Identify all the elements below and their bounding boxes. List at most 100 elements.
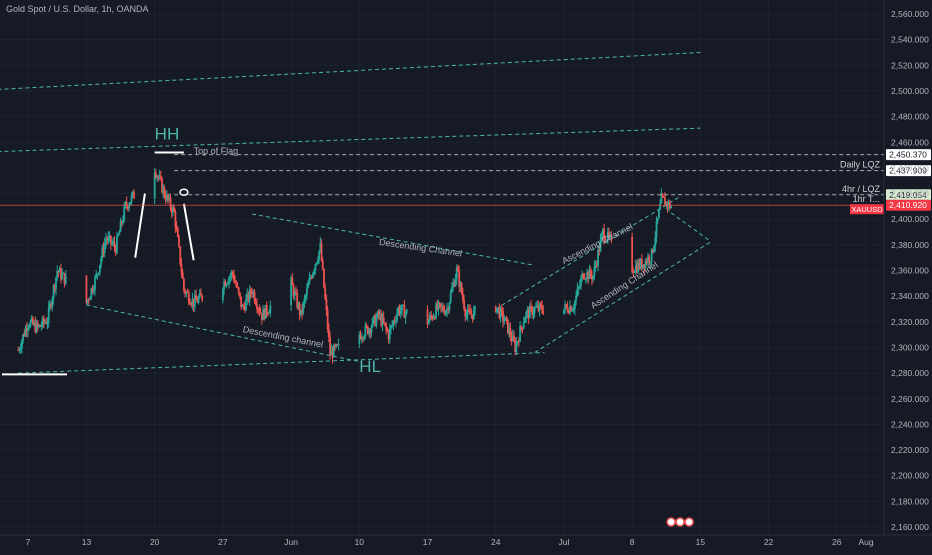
candle-body — [382, 317, 385, 323]
candle-body — [375, 317, 378, 326]
candle-body — [165, 194, 168, 201]
candle-body — [335, 344, 338, 347]
candle-body — [51, 298, 54, 308]
price-tick-label: 2,380.000 — [891, 240, 929, 250]
candle-body — [299, 309, 302, 315]
candle-body — [100, 258, 102, 265]
price-tag — [886, 189, 931, 201]
candle-body — [113, 241, 116, 248]
candle-body — [226, 283, 229, 285]
candle-body — [587, 271, 590, 280]
annotation-label: Descending channel — [242, 324, 324, 349]
candle-body — [153, 172, 156, 199]
candle-body — [536, 305, 539, 307]
candle-body — [606, 231, 609, 241]
candle-body — [243, 306, 246, 311]
price-tick-label: 2,260.000 — [891, 394, 929, 404]
candle-body — [502, 310, 504, 322]
candle-body — [118, 231, 121, 235]
candle-body — [176, 228, 179, 237]
candle-body — [474, 306, 476, 310]
candle-body — [114, 247, 117, 254]
candle-body — [96, 273, 99, 275]
candle-body — [436, 304, 439, 310]
candle-body — [466, 309, 469, 316]
candle-body — [432, 316, 435, 319]
time-tick-label: 27 — [218, 537, 228, 547]
candle-body — [159, 175, 162, 179]
candle-body — [464, 308, 467, 316]
candle-body — [460, 283, 463, 294]
candle-body — [598, 249, 601, 252]
candle-body — [605, 240, 608, 242]
candle-body — [651, 249, 654, 253]
candle-body — [370, 326, 373, 333]
candle-body — [64, 275, 67, 284]
candle-body — [27, 326, 29, 332]
candle-body — [156, 176, 159, 178]
candle-body — [189, 302, 191, 305]
candle-body — [133, 191, 135, 199]
candle-body — [303, 298, 306, 303]
symbol-tag-text: XAUUSD — [851, 205, 883, 214]
time-tick-label: Jul — [558, 537, 569, 547]
candle-body — [193, 295, 196, 307]
candle-body — [398, 307, 401, 314]
price-tick-label: 2,460.000 — [891, 137, 929, 147]
candle-body — [608, 231, 610, 237]
candle-body — [298, 303, 301, 315]
candle-body — [500, 307, 503, 311]
candle-body — [387, 331, 390, 340]
candle-body — [236, 286, 239, 288]
time-axis[interactable]: 7 13 20 27 Jun 10 17 24 Jul 8 15 22 26 Aug — [0, 517, 932, 547]
candle-body — [230, 272, 233, 277]
candle-body — [438, 302, 441, 304]
candle-body — [120, 221, 123, 224]
candle-body — [319, 243, 322, 251]
candle-body — [49, 303, 51, 308]
time-tick-label: Aug — [858, 537, 873, 547]
candle-body — [376, 311, 379, 318]
candle-body — [368, 329, 370, 334]
candle-body — [455, 267, 458, 279]
lower-support-line — [18, 352, 545, 374]
candle-body — [520, 326, 523, 328]
candle-body — [106, 238, 109, 241]
candle-body — [440, 303, 442, 307]
annotation-label: HL — [359, 357, 381, 376]
candle-body — [597, 249, 599, 266]
candle-body — [62, 272, 65, 274]
candle-body — [313, 270, 316, 273]
candle-body — [604, 239, 607, 241]
grid-lines — [0, 0, 884, 534]
price-tick-label: 2,220.000 — [891, 445, 929, 455]
candle-body — [463, 299, 465, 309]
candle-body — [28, 326, 31, 328]
candle-body — [19, 348, 22, 350]
candle-body — [124, 202, 127, 207]
candle-body — [59, 268, 62, 279]
price-axis[interactable]: 2,160.000 2,180.000 2,200.000 2,220.000 2,24… — [883, 0, 929, 535]
candle-body — [232, 273, 235, 281]
upper-channel-line — [0, 51, 701, 90]
candle-body — [256, 304, 258, 309]
candle-body — [664, 197, 666, 206]
candle-body — [609, 235, 612, 237]
candle-body — [360, 337, 363, 340]
candle-body — [265, 304, 268, 314]
candle-body — [569, 306, 571, 314]
candle-body — [237, 287, 240, 293]
candle-body — [659, 203, 662, 210]
candle-body — [526, 309, 529, 313]
candle-body — [373, 315, 375, 319]
candle-body — [362, 337, 364, 339]
candle-body — [117, 234, 120, 236]
candle-body — [541, 305, 543, 311]
candle-body — [594, 264, 597, 267]
candle-body — [173, 207, 176, 212]
candle-body — [91, 288, 94, 292]
candle-body — [95, 274, 98, 278]
annotation-label: HH — [155, 125, 180, 144]
